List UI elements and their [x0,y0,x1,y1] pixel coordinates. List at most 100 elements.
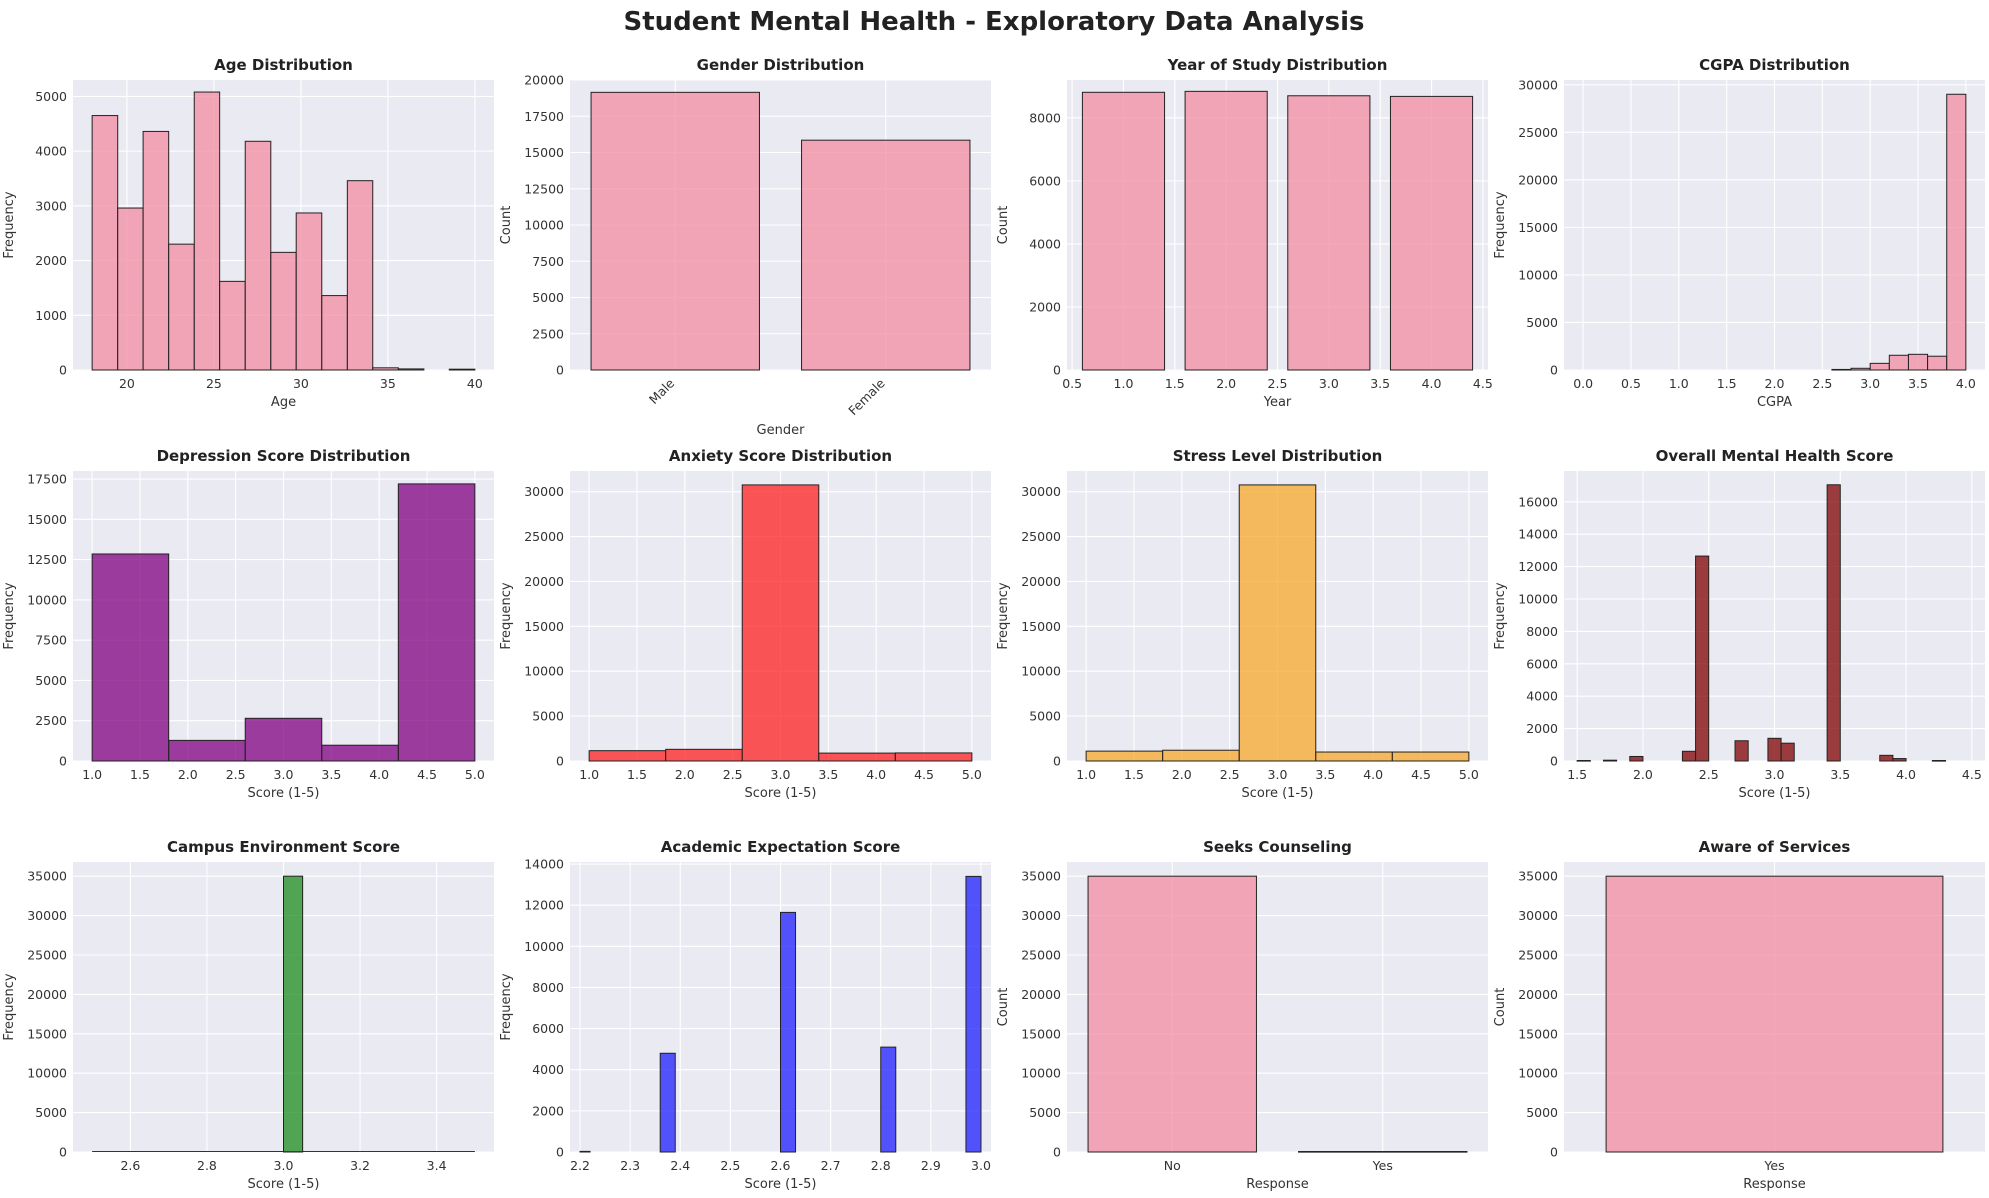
y-tick-label: 10000 [27,1066,67,1081]
x-tick-label: 3.0 [274,1158,294,1173]
chart-age: 0 1000 2000 3000 4000 5000 20 25 30 35 40 Age Distr… [2,56,494,410]
chart-academic: 0 2000 4000 6000 8000 10000 12000 14000 2.2 2.3 2.… [499,838,991,1192]
x-tick-label: 2.5 [1812,376,1832,391]
bar [1931,760,1947,762]
y-tick-label: 0 [1053,754,1061,769]
x-tick-label: 20 [119,376,135,391]
x-tick-label: 2.0 [675,767,695,782]
y-tick-label: 20000 [1518,987,1558,1002]
bar [579,1150,591,1153]
bar [588,750,667,762]
bar [91,115,119,371]
chart-gender: 0 2500 5000 7500 10000 12500 15000 17500 20000 Ma… [499,56,991,438]
x-axis-label: Response [1743,1177,1805,1192]
x-axis-label: Age [271,395,296,410]
bar [1767,737,1782,762]
chart-stress: 0 5000 10000 15000 20000 25000 30000 1.0 1.5 2.0 2… [996,447,1488,801]
bar [965,875,982,1153]
y-tick-label: 4000 [532,1062,564,1077]
x-tick-label: 4.0 [1956,376,1976,391]
x-tick-label: 2.3 [620,1158,640,1173]
y-tick-label: 12000 [524,898,564,913]
x-tick-label: 2.6 [771,1158,791,1173]
bar [818,752,896,762]
y-tick-label: 4000 [1526,689,1558,704]
y-tick-label: 20000 [524,73,564,88]
subplot-title: Age Distribution [214,56,353,74]
y-tick-label: 12500 [524,181,564,196]
x-tick-label: 2.6 [120,1158,140,1173]
x-tick-label: 3.5 [1908,376,1928,391]
x-tick-label: 2.7 [821,1158,841,1173]
y-tick-label: 5000 [35,1105,67,1120]
bar [1605,875,1944,1153]
x-tick-label: 3.5 [818,767,838,782]
y-tick-label: 35000 [1021,869,1061,884]
y-tick-label: 30000 [1021,484,1061,499]
bar [244,140,272,371]
x-axis-label: Score (1-5) [248,786,320,801]
y-axis-label: Frequency [499,973,514,1040]
x-tick-label: 3.0 [1765,767,1785,782]
x-tick-label: 5.0 [465,767,485,782]
x-tick-label: 2.0 [1633,767,1653,782]
y-tick-label: 16000 [1518,494,1558,509]
bar [91,553,170,762]
y-axis-label: Frequency [499,582,514,649]
x-tick-label: 2.8 [197,1158,217,1173]
y-tick-label: 0 [1550,754,1558,769]
bar [665,748,743,762]
y-axis-label: Frequency [1493,191,1508,258]
subplot-title: Stress Level Distribution [1173,447,1383,465]
bar [1238,484,1317,762]
y-tick-label: 5000 [1029,709,1061,724]
x-tick-label: 3.0 [1860,376,1880,391]
y-tick-label: 35000 [1518,869,1558,884]
y-tick-label: 2000 [35,253,67,268]
y-tick-label: 12500 [27,552,67,567]
x-tick-label: 4.0 [1896,767,1916,782]
x-tick-label: 2.5 [1699,767,1719,782]
y-tick-label: 30000 [27,908,67,923]
y-tick-label: 0 [556,363,564,378]
y-tick-label: 10000 [524,664,564,679]
x-tick-label: 40 [467,376,483,391]
bar [193,91,221,371]
subplot-title: Gender Distribution [697,56,865,74]
x-tick-label: 2.5 [226,767,246,782]
y-tick-label: 15000 [524,619,564,634]
bar [1888,354,1909,371]
x-tick-label: 1.5 [1124,767,1144,782]
y-tick-label: 10000 [1518,591,1558,606]
y-tick-label: 7500 [35,633,67,648]
x-tick-label: 3.0 [971,1158,991,1173]
x-axis-label: Score (1-5) [745,786,817,801]
y-tick-label: 3000 [35,198,67,213]
bar [270,251,297,371]
y-tick-label: 15000 [1518,220,1558,235]
x-axis-label: Score (1-5) [745,1177,817,1192]
y-tick-label: 10000 [1021,1066,1061,1081]
x-tick-label: 3.0 [1268,767,1288,782]
y-tick-label: 10000 [524,218,564,233]
x-tick-label: 3.0 [1319,376,1339,391]
bar [1780,742,1795,762]
y-tick-label: 0 [59,754,67,769]
y-tick-label: 2000 [1526,721,1558,736]
y-axis-label: Frequency [1493,582,1508,649]
y-tick-label: 12000 [1518,559,1558,574]
bar [1081,91,1166,371]
x-tick-label: 4.5 [1473,376,1493,391]
x-tick-label: 0.0 [1573,376,1593,391]
x-tick-label: 4.5 [1962,767,1982,782]
x-tick-label: 4.5 [1411,767,1431,782]
x-tick-label: 3.0 [274,767,294,782]
y-tick-label: 15000 [27,512,67,527]
x-tick-label: 2.2 [570,1158,590,1173]
x-tick-label: 3.5 [321,767,341,782]
subplot-title: Seeks Counseling [1203,838,1352,856]
x-tick-label: 1.5 [1165,376,1185,391]
bar [1879,754,1894,762]
bar [1576,760,1591,762]
y-tick-label: 20000 [1021,987,1061,1002]
